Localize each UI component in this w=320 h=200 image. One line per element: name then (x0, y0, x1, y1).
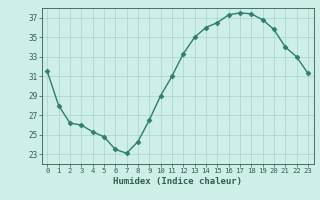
X-axis label: Humidex (Indice chaleur): Humidex (Indice chaleur) (113, 177, 242, 186)
